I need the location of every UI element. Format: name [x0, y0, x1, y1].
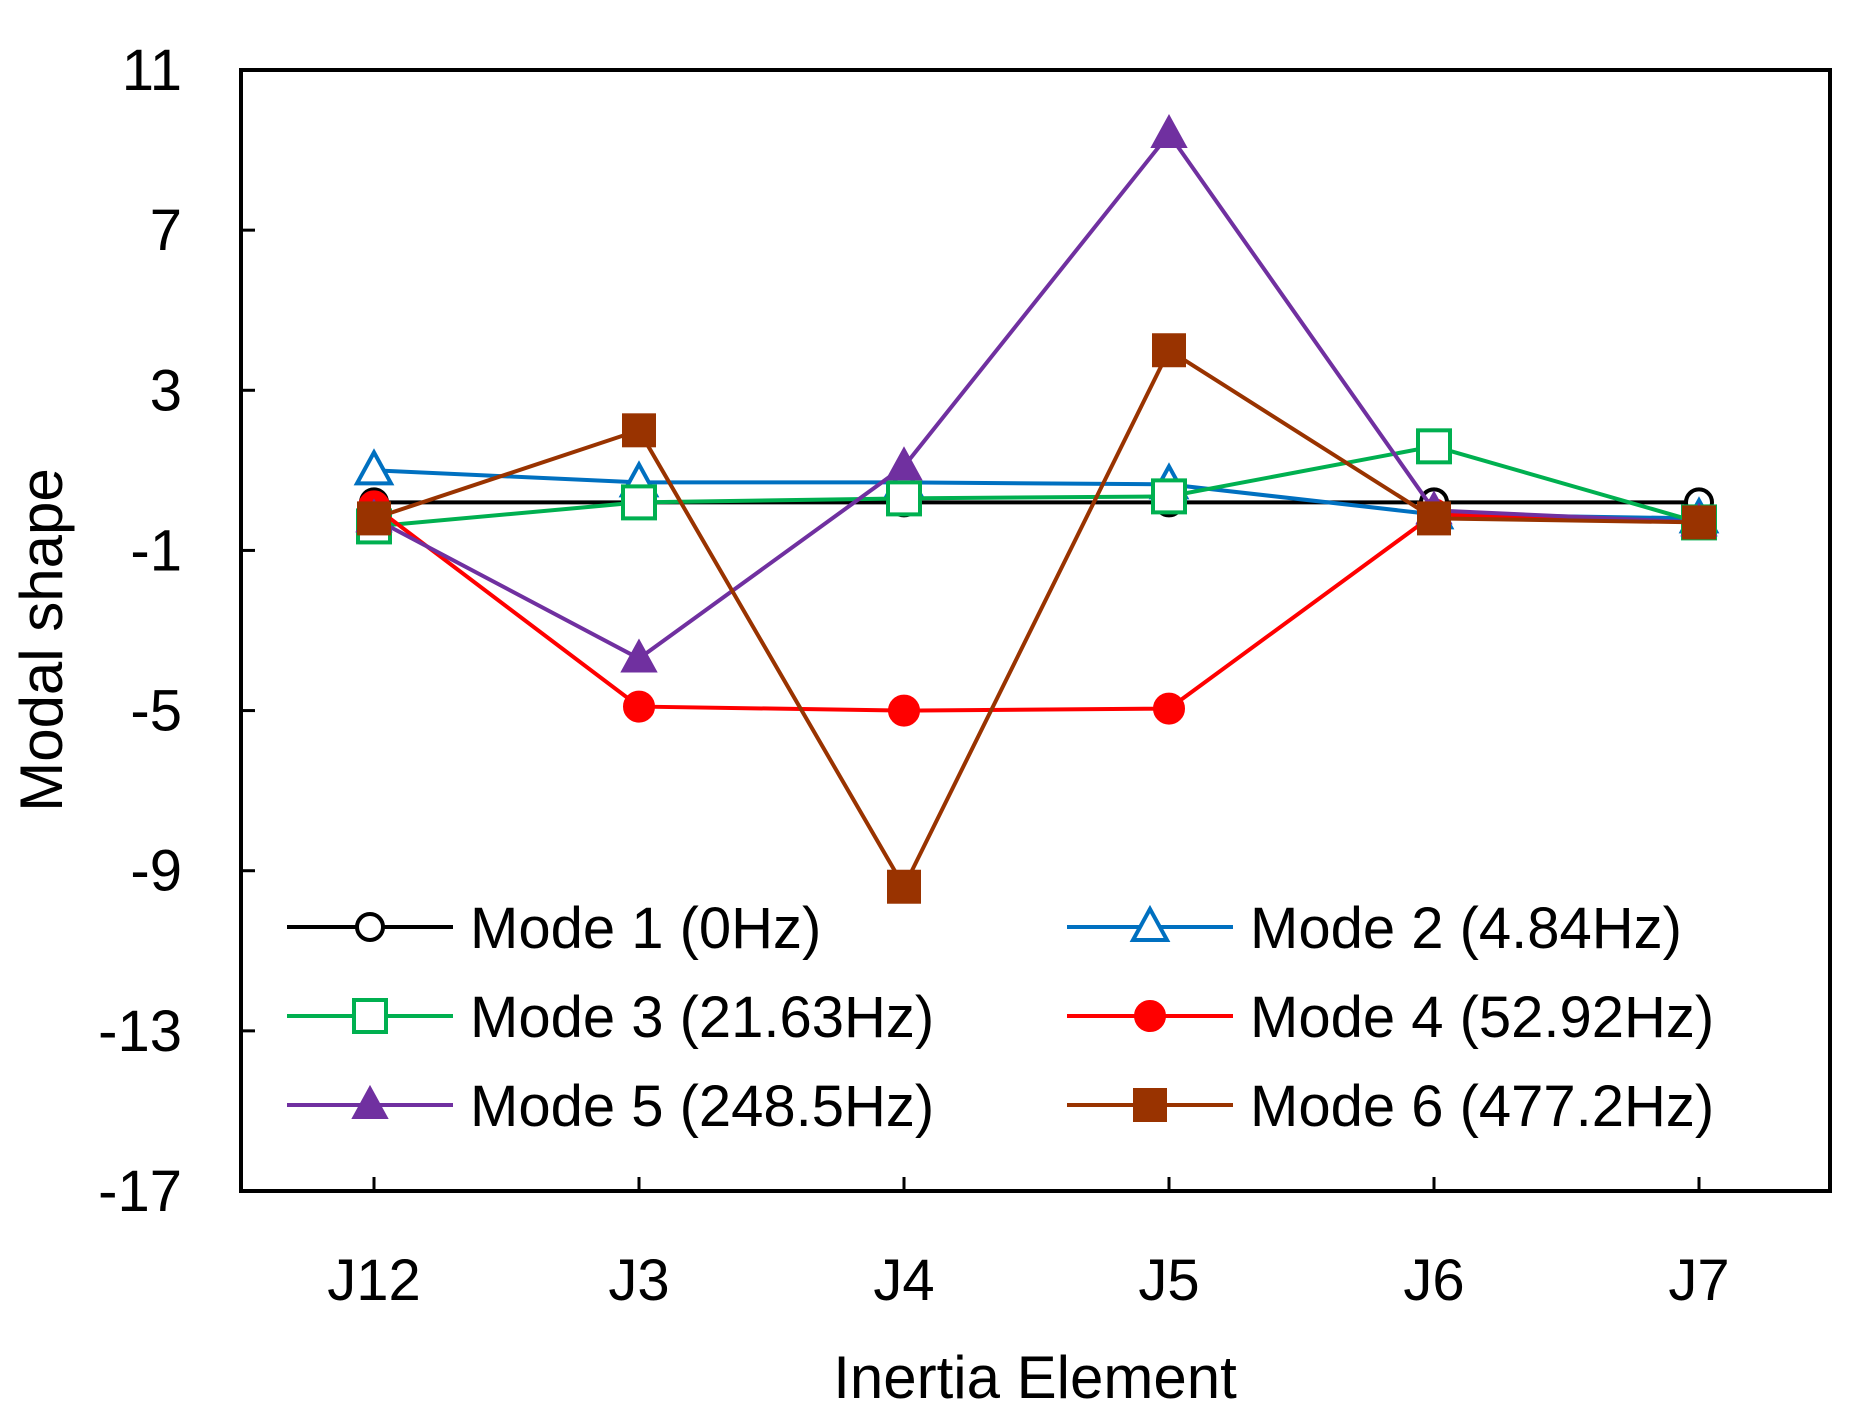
legend-label: Mode 3 (21.63Hz) — [470, 985, 934, 1050]
x-tick-label: J12 — [327, 1248, 421, 1313]
legend-item: Mode 1 (0Hz) — [287, 896, 821, 961]
y-axis: 11 7 3 -1 -5 -9 -13 -17 — [98, 38, 255, 1224]
legend-marker — [355, 912, 385, 942]
series-3 — [356, 428, 1717, 545]
data-point — [1682, 505, 1716, 540]
y-tick-label: -13 — [98, 999, 182, 1064]
data-point — [888, 694, 920, 727]
legend-marker — [351, 1084, 389, 1119]
series-1 — [359, 487, 1714, 518]
data-point — [1417, 501, 1451, 536]
legend-label: Mode 6 (477.2Hz) — [1250, 1074, 1714, 1139]
x-axis-label: Inertia Element — [833, 1344, 1237, 1411]
legend: Mode 1 (0Hz) Mode 2 (4.84Hz) Mode 3 (21.63… — [287, 896, 1714, 1139]
y-tick-label: -5 — [130, 679, 182, 744]
data-point — [353, 448, 395, 486]
legend-marker — [1134, 1000, 1166, 1032]
legend-label: Mode 1 (0Hz) — [470, 896, 821, 961]
x-tick-label: J7 — [1668, 1248, 1729, 1313]
data-point — [1150, 113, 1188, 149]
x-tick-label: J5 — [1138, 1248, 1199, 1313]
x-tick-label: J4 — [873, 1248, 934, 1313]
legend-label: Mode 2 (4.84Hz) — [1250, 896, 1682, 961]
legend-item: Mode 5 (248.5Hz) — [287, 1074, 934, 1139]
series-6 — [357, 333, 1716, 904]
plot-area-frame — [239, 68, 1832, 1193]
data-point — [1152, 333, 1186, 368]
data-point — [1153, 692, 1185, 725]
y-tick-label: 3 — [150, 358, 182, 423]
legend-marker — [1129, 904, 1171, 942]
y-tick-label: 11 — [122, 38, 182, 103]
legend-marker — [1133, 1088, 1167, 1122]
series-5 — [355, 113, 1718, 673]
series-line — [372, 504, 1700, 713]
x-tick-label: J6 — [1403, 1248, 1464, 1313]
series-4 — [358, 490, 1715, 727]
y-tick-label: 7 — [150, 198, 182, 263]
series-line — [373, 468, 1700, 521]
data-point — [623, 690, 655, 723]
legend-label: Mode 5 (248.5Hz) — [470, 1074, 934, 1139]
legend-item: Mode 4 (52.92Hz) — [1067, 985, 1714, 1050]
series-line — [373, 444, 1700, 529]
legend-item: Mode 3 (21.63Hz) — [287, 985, 934, 1050]
x-axis: J12 J3 J4 J5 J6 J7 — [327, 1177, 1730, 1313]
series-layer — [353, 113, 1720, 904]
legend-item: Mode 2 (4.84Hz) — [1067, 896, 1682, 961]
data-point — [1151, 478, 1187, 515]
data-point — [886, 480, 922, 517]
legend-marker — [352, 998, 388, 1034]
data-point — [885, 446, 923, 481]
x-tick-label: J3 — [608, 1248, 669, 1313]
legend-label: Mode 4 (52.92Hz) — [1250, 985, 1714, 1050]
series-line — [373, 130, 1700, 661]
data-point — [621, 484, 657, 521]
y-axis-label: Modal shape — [8, 468, 75, 812]
data-point — [357, 501, 391, 536]
data-point — [1416, 428, 1452, 465]
data-point — [887, 869, 921, 904]
y-tick-label: -1 — [130, 518, 182, 583]
y-tick-label: -17 — [98, 1159, 182, 1224]
y-tick-label: -9 — [130, 839, 182, 904]
data-point — [620, 638, 658, 673]
data-point — [622, 413, 656, 448]
series-line — [373, 347, 1700, 891]
legend-item: Mode 6 (477.2Hz) — [1067, 1074, 1714, 1139]
